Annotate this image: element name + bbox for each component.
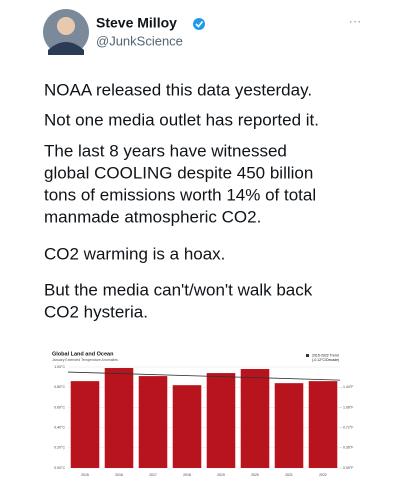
bar: [138, 376, 168, 468]
y2-tick-label: 1.44°F: [343, 385, 353, 389]
trend-line: [67, 371, 341, 381]
y-tick-label: 0.00°C: [54, 466, 65, 470]
x-tick-label: 2021: [285, 473, 293, 477]
bar: [70, 381, 100, 468]
user-name[interactable]: Steve Milloy: [96, 15, 177, 31]
chart-subtitle: January Extended Temperature Anomalies: [52, 358, 118, 362]
x-tick-label: 2016: [115, 473, 123, 477]
x-tick-label: 2018: [183, 473, 191, 477]
text-line: global COOLING despite 450 billion: [44, 163, 313, 182]
y-tick-label: 0.60°C: [54, 405, 65, 409]
y-tick-label: 1.00°C: [54, 365, 65, 369]
bar: [274, 383, 304, 468]
x-tick-label: 2015: [81, 473, 89, 477]
y2-tick-label: 0.72°F: [343, 426, 353, 430]
verified-badge: [193, 18, 205, 30]
bar: [104, 368, 134, 468]
verified-check: [195, 21, 204, 28]
chart-title: Global Land and Ocean: [52, 351, 114, 357]
text-line: tons of emissions worth 14% of total: [44, 185, 316, 204]
chart: 0.00°C 0.20°C 0.40°C 0.60°C 0.80°C 1.00°C 0.00…: [54, 353, 353, 477]
more-button[interactable]: ···: [349, 13, 362, 28]
y-tick-label: 0.40°C: [54, 426, 65, 430]
tweet-text: NOAA released this data yesterday. Not on…: [44, 80, 319, 321]
text-line: The last 8 years have witnessed: [44, 141, 287, 160]
text-line: manmade atmospheric CO2.: [44, 207, 261, 226]
text-line: CO2 warming is a hoax.: [44, 244, 225, 263]
bar: [172, 385, 202, 468]
y-tick-label: 0.20°C: [54, 446, 65, 450]
avatar-face: [57, 17, 75, 35]
text-line: NOAA released this data yesterday.: [44, 80, 312, 99]
y2-tick-label: 0.36°F: [343, 446, 353, 450]
x-tick-label: 2019: [217, 473, 225, 477]
x-tick-label: 2022: [319, 473, 327, 477]
bar: [308, 381, 338, 468]
bar: [206, 373, 236, 468]
user-handle[interactable]: @JunkScience: [96, 33, 183, 48]
bar: [240, 369, 270, 468]
legend-note: (-0.12°C/Decade): [312, 358, 339, 362]
y2-tick-label: 1.08°F: [343, 405, 353, 409]
x-tick-label: 2020: [251, 473, 259, 477]
x-tick-label: 2017: [149, 473, 157, 477]
text-line: But the media can't/won't walk back: [44, 280, 313, 299]
text-line: CO2 hysteria.: [44, 302, 148, 321]
y-tick-label: 0.80°C: [54, 385, 65, 389]
y2-tick-label: 0.00°F: [343, 466, 353, 470]
text-line: Not one media outlet has reported it.: [44, 110, 319, 129]
legend-swatch: [306, 354, 309, 357]
legend-label: 2015-2022 Trend: [312, 353, 339, 357]
avatar-body: [48, 42, 84, 55]
